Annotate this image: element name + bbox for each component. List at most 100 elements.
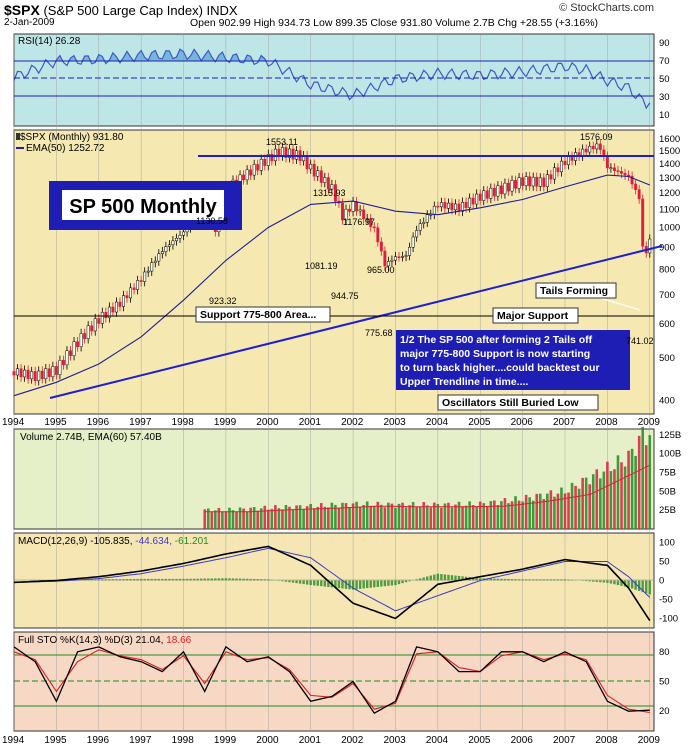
macd-tick-50: 50	[659, 557, 670, 568]
volume-bar	[274, 505, 277, 529]
volume-bar	[606, 461, 609, 529]
macd-hist-bar	[627, 580, 630, 588]
volume-bar	[468, 501, 471, 529]
macd-label-hist: -61.201	[172, 536, 209, 547]
label-1130: 1130.58	[196, 216, 228, 226]
x-tick-bottom-1994: 1994	[2, 735, 25, 746]
macd-hist-bar	[249, 578, 252, 581]
volume-bar	[450, 507, 454, 529]
annotation-tails: Tails Forming	[535, 282, 617, 299]
macd-hist-bar	[221, 578, 224, 581]
candle-body	[499, 185, 503, 195]
candle-body	[408, 247, 412, 256]
volume-bar	[514, 496, 517, 529]
sto-label-d: 18.66	[163, 635, 191, 646]
candle-body	[637, 189, 641, 200]
macd-tick--100: -100	[659, 613, 678, 624]
candle-body	[266, 153, 270, 166]
macd-hist-bar	[454, 575, 457, 581]
candle-body	[390, 259, 394, 262]
volume-bar	[429, 507, 433, 529]
volume-bar	[369, 505, 373, 529]
exchange: INDX	[206, 3, 238, 18]
label-1576: 1576.09	[580, 132, 613, 142]
candle-body	[422, 221, 426, 224]
macd-hist-bar	[373, 580, 376, 588]
sto-d-line	[13, 649, 650, 714]
macd-hist-bar	[309, 580, 312, 586]
macd-hist-bar	[394, 580, 397, 586]
macd-hist-bar	[245, 578, 249, 581]
candle-body	[132, 287, 136, 290]
volume-bar	[422, 502, 426, 529]
macd-hist-bar	[231, 578, 235, 581]
volume-bar	[602, 471, 606, 529]
macd-hist-bar	[355, 580, 358, 590]
volume-bar	[214, 510, 217, 529]
volume-bar	[616, 455, 620, 529]
candle-body	[443, 202, 447, 209]
sto-tick-50: 50	[659, 677, 670, 688]
volume-label: Volume 2.74B, EMA(60) 57.40B	[20, 432, 162, 443]
macd-hist-bar	[351, 580, 355, 590]
macd-hist-bar	[323, 580, 327, 587]
candle-body	[316, 170, 320, 177]
macd-hist-bar	[397, 580, 401, 585]
candle-body	[319, 170, 323, 183]
candle-body	[425, 214, 429, 223]
macd-tick--50: -50	[659, 594, 673, 605]
volume-bar	[390, 503, 394, 529]
macd-hist-bar	[199, 578, 203, 581]
candle-body	[312, 163, 316, 177]
macd-hist-bar	[327, 580, 330, 587]
volume-bar	[620, 462, 623, 529]
candle-body	[612, 167, 616, 171]
price-tick-500: 500	[659, 353, 675, 364]
volume-bar	[443, 503, 447, 529]
chart-header: $SPX (S&P 500 Large Cap Index) INDX 2-Ja…	[0, 0, 700, 32]
sto-tick-80: 80	[659, 647, 670, 658]
x-tick-bottom-1998: 1998	[172, 735, 195, 746]
volume-bar	[316, 506, 320, 529]
candle-body	[26, 369, 30, 380]
x-tick-bottom-2006: 2006	[511, 735, 534, 746]
volume-bar	[478, 501, 482, 529]
macd-hist-bar	[436, 573, 440, 581]
price-label: $SPX (Monthly) 931.80	[20, 132, 124, 143]
macd-hist-bar	[426, 576, 429, 581]
macd-hist-bar	[288, 580, 291, 583]
volume-bar	[210, 512, 214, 529]
candle-body	[401, 256, 404, 258]
candle-body	[61, 360, 65, 366]
macd-hist-bar	[645, 580, 648, 594]
macd-hist-bar	[305, 580, 309, 585]
x-tick-top-2005: 2005	[468, 417, 491, 428]
annotation-title-box: SP 500 Monthly	[49, 181, 242, 230]
sto-label: Full STO %K(14,3) %D(3) 21.04, 18.66	[18, 635, 192, 646]
candle-body	[114, 301, 118, 313]
volume-tick-25B: 25B	[659, 505, 676, 516]
volume-bar	[623, 466, 627, 529]
volume-bar	[560, 487, 563, 529]
candle-body	[549, 174, 553, 180]
macd-hist-bar	[390, 580, 394, 586]
volume-bar	[362, 504, 365, 529]
candle-body	[40, 370, 44, 379]
ema-label: EMA(50) 1252.72	[26, 143, 105, 154]
macd-hist-bar	[362, 580, 365, 589]
volume-bar	[584, 477, 588, 529]
volume-bar	[425, 505, 429, 529]
candle-body	[478, 193, 482, 201]
candle-body	[69, 350, 72, 356]
candle-body	[93, 318, 97, 332]
volume-bar	[277, 508, 281, 529]
price-point-labels: 1553.11 1576.09 1315.93 1176.97 1130.58 …	[196, 132, 654, 346]
candle-body	[432, 205, 436, 215]
volume-bar	[380, 504, 383, 529]
candle-body	[175, 237, 178, 242]
volume-bar	[206, 508, 210, 529]
candle-body	[19, 368, 23, 378]
price-tick-1100: 1100	[659, 204, 679, 215]
price-tick-1200: 1200	[659, 188, 680, 199]
candle-body	[164, 246, 168, 252]
